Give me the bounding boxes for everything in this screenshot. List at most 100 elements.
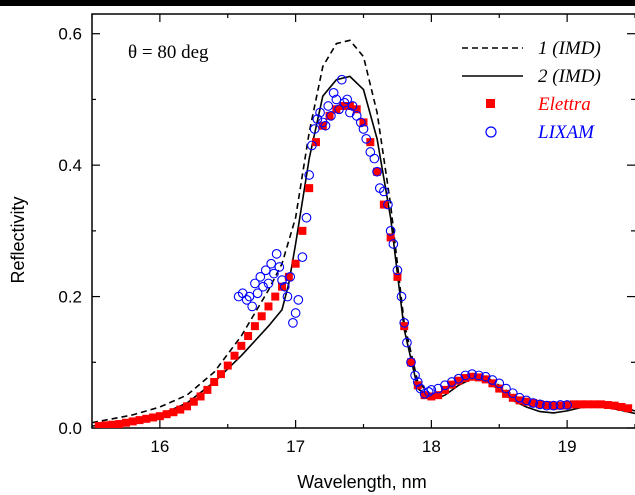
data-point-circle bbox=[320, 120, 331, 131]
data-point-square bbox=[325, 111, 334, 120]
data-point-circle bbox=[361, 134, 372, 144]
data-point-circle bbox=[385, 226, 396, 236]
data-point-square bbox=[447, 380, 456, 389]
data-point-square bbox=[393, 272, 402, 281]
data-point-circle bbox=[331, 94, 342, 105]
data-point-circle bbox=[274, 262, 285, 272]
data-point-square bbox=[230, 351, 239, 360]
data-point-square bbox=[162, 410, 171, 419]
data-point-square bbox=[291, 259, 300, 268]
series-layer bbox=[92, 39, 635, 428]
data-point-circle bbox=[258, 281, 268, 292]
x-tick-label: 17 bbox=[286, 437, 305, 456]
data-point-circle bbox=[399, 318, 410, 328]
data-point-square bbox=[556, 401, 565, 410]
data-point-square bbox=[488, 379, 497, 388]
data-point-square bbox=[420, 391, 429, 400]
data-point-square bbox=[529, 399, 538, 408]
data-point-square bbox=[468, 372, 477, 381]
data-point-square bbox=[461, 374, 470, 383]
data-point-circle bbox=[309, 124, 320, 134]
data-point-circle bbox=[383, 199, 393, 210]
data-point-circle bbox=[379, 186, 389, 197]
data-point-square bbox=[305, 184, 314, 193]
data-point-square bbox=[474, 373, 483, 382]
data-point-circle bbox=[369, 153, 380, 164]
legend-swatch-circle bbox=[485, 126, 497, 138]
data-point-square bbox=[617, 402, 626, 411]
data-point-circle bbox=[501, 383, 511, 394]
data-point-square bbox=[610, 401, 619, 410]
data-point-square bbox=[271, 292, 280, 301]
data-point-square bbox=[278, 282, 287, 291]
data-point-square bbox=[264, 302, 273, 311]
data-point-square bbox=[407, 358, 416, 367]
data-point-square bbox=[535, 400, 544, 409]
data-point-square bbox=[94, 422, 103, 428]
data-point-square bbox=[101, 421, 110, 428]
data-point-circle bbox=[426, 385, 437, 395]
data-point-square bbox=[216, 370, 225, 379]
data-point-square bbox=[603, 401, 612, 409]
data-point-circle bbox=[467, 369, 477, 379]
data-point-circle bbox=[507, 388, 518, 399]
data-point-square bbox=[542, 401, 551, 409]
y-tick-label: 0.2 bbox=[58, 288, 82, 307]
data-point-square bbox=[454, 376, 463, 385]
data-point-circle bbox=[269, 268, 279, 279]
data-point-square bbox=[237, 341, 246, 350]
data-point-circle bbox=[326, 111, 336, 121]
data-point-square bbox=[624, 404, 633, 413]
data-point-square bbox=[427, 392, 436, 401]
top-border-bar bbox=[0, 0, 635, 6]
legend-label: Elettra bbox=[537, 94, 591, 115]
data-point-circle bbox=[402, 337, 412, 348]
data-point-circle bbox=[358, 124, 369, 134]
data-point-square bbox=[108, 420, 117, 428]
data-point-circle bbox=[396, 291, 407, 302]
legend-label: 2 (IMD) bbox=[538, 66, 601, 87]
data-point-circle bbox=[282, 291, 293, 302]
data-point-square bbox=[597, 400, 606, 409]
data-point-circle bbox=[312, 114, 323, 124]
data-point-circle bbox=[392, 265, 403, 276]
data-point-circle bbox=[334, 104, 344, 115]
data-point-square bbox=[250, 322, 259, 331]
data-point-square bbox=[257, 312, 266, 321]
y-axis-title: Reflectivity bbox=[8, 196, 28, 283]
data-point-circle bbox=[323, 101, 334, 111]
legend-swatch-square bbox=[486, 99, 495, 108]
y-tick-label: 0.4 bbox=[58, 156, 82, 175]
data-point-square bbox=[386, 233, 395, 242]
data-point-square bbox=[332, 105, 341, 114]
data-point-circle bbox=[372, 166, 382, 177]
data-point-square bbox=[366, 138, 375, 147]
data-point-square bbox=[196, 392, 205, 401]
data-point-circle bbox=[336, 74, 347, 85]
data-point-circle bbox=[277, 275, 287, 285]
data-point-circle bbox=[339, 97, 350, 108]
data-point-circle bbox=[293, 295, 304, 305]
data-point-circle bbox=[247, 301, 258, 312]
x-tick-label: 19 bbox=[558, 437, 577, 456]
legend-label: 1 (IMD) bbox=[538, 38, 601, 59]
data-point-square bbox=[400, 322, 409, 331]
series-3 bbox=[233, 74, 572, 411]
data-point-square bbox=[569, 400, 578, 409]
data-point-circle bbox=[307, 140, 317, 151]
data-point-circle bbox=[342, 94, 353, 105]
data-point-circle bbox=[266, 258, 277, 269]
data-point-circle bbox=[317, 117, 328, 128]
data-point-square bbox=[481, 375, 490, 384]
data-point-circle bbox=[301, 212, 312, 223]
data-point-square bbox=[149, 413, 158, 422]
data-point-circle bbox=[355, 117, 366, 128]
data-point-circle bbox=[271, 249, 282, 259]
data-point-square bbox=[183, 402, 192, 411]
data-point-square bbox=[318, 121, 327, 130]
legend: 1 (IMD) 2 (IMD) Elettra LIXAM bbox=[462, 38, 601, 143]
data-point-square bbox=[359, 118, 368, 127]
data-point-circle bbox=[514, 392, 525, 403]
data-point-square bbox=[522, 397, 531, 406]
